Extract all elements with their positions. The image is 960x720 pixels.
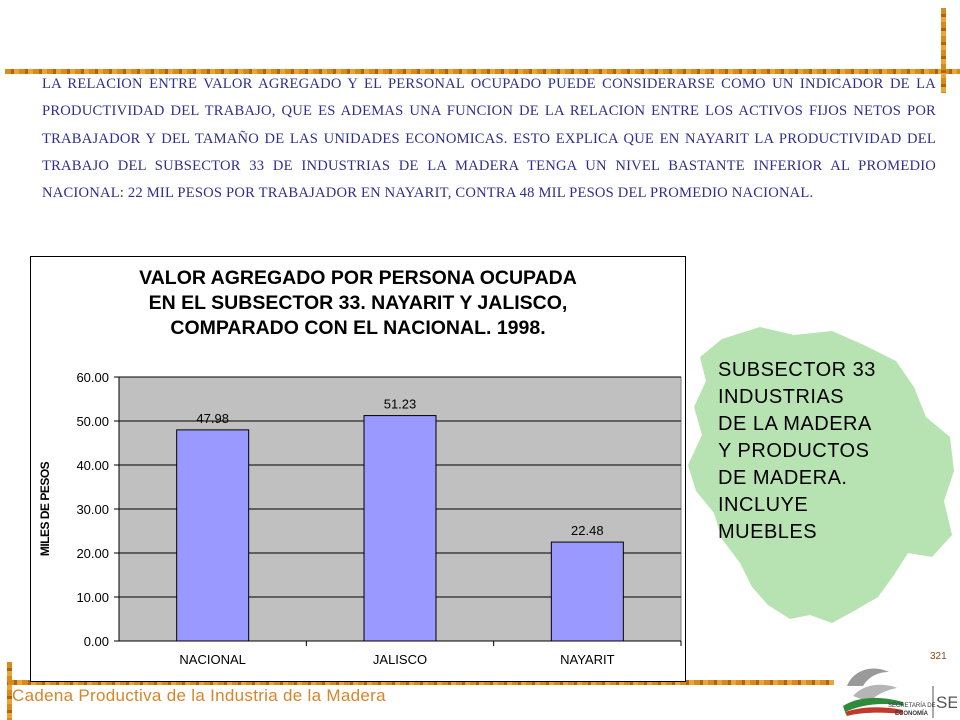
subsector-note-line: DE LA MADERA xyxy=(718,413,872,435)
chart-title-line: VALOR AGREGADO POR PERSONA OCUPADA xyxy=(139,267,577,289)
y-tick-label: 30.00 xyxy=(76,502,109,517)
logo-caption-line-2: ECONOMÍA xyxy=(895,709,929,717)
y-tick-label: 10.00 xyxy=(76,590,109,605)
y-tick-label: 50.00 xyxy=(76,414,109,429)
secretaria-economia-logo: SECRETARÍA DE ECONOMÍA SE xyxy=(843,668,957,718)
subsector-note-line: INCLUYE xyxy=(718,494,809,516)
chart-title-line: COMPARADO CON EL NACIONAL. 1998. xyxy=(170,317,546,339)
logo-caption-line-1: SECRETARÍA DE xyxy=(888,702,936,709)
bar xyxy=(363,415,437,642)
eagle-emblem-icon xyxy=(843,668,903,716)
footer-title: Cadena Productiva de la Industria de la … xyxy=(12,686,386,705)
y-axis-label: MILES DE PESOS xyxy=(38,461,52,556)
page-number: 321 xyxy=(930,651,947,662)
subsector-note: SUBSECTOR 33 INDUSTRIAS DE LA MADERA Y P… xyxy=(718,357,876,546)
bar-value-label: 47.98 xyxy=(196,411,229,426)
intro-paragraph: LA RELACION ENTRE VALOR AGREGADO Y EL PE… xyxy=(42,76,936,202)
bar-value-label: 22.48 xyxy=(571,523,604,538)
subsector-note-line: Y PRODUCTOS xyxy=(718,440,870,462)
subsector-note-line: MUEBLES xyxy=(718,521,818,543)
bar-value-label: 51.23 xyxy=(384,397,417,412)
subsector-note-line: DE MADERA. xyxy=(718,467,848,489)
bar-chart: VALOR AGREGADO POR PERSONA OCUPADA EN EL… xyxy=(30,256,686,682)
y-tick-label: 40.00 xyxy=(76,458,109,473)
top-divider-bar xyxy=(5,69,960,74)
x-category-label: NAYARIT xyxy=(560,652,614,667)
bar xyxy=(550,541,624,642)
chart-plot: 0.00 10.00 20.00 30.00 40.00 50.00 60.00 47.98 N… xyxy=(38,370,682,667)
subsector-note-line: INDUSTRIAS xyxy=(718,386,845,408)
y-tick-label: 20.00 xyxy=(76,546,109,561)
y-tick-label: 0.00 xyxy=(84,634,109,649)
bottom-divider-bar xyxy=(8,680,834,685)
nayarit-map-icon xyxy=(688,327,954,623)
map-shape xyxy=(688,327,954,623)
bar xyxy=(176,429,250,642)
chart-title: VALOR AGREGADO POR PERSONA OCUPADA EN EL… xyxy=(31,266,685,341)
chart-title-line: EN EL SUBSECTOR 33. NAYARIT Y JALISCO, xyxy=(148,292,568,314)
x-category-label: NACIONAL xyxy=(179,652,245,667)
subsector-note-line: SUBSECTOR 33 xyxy=(718,359,876,381)
top-right-vertical-bar xyxy=(941,8,946,93)
x-category-label: JALISCO xyxy=(373,652,427,667)
logo-mark: SE xyxy=(936,693,957,712)
y-tick-label: 60.00 xyxy=(76,370,109,385)
bottom-left-vertical-bar xyxy=(7,662,12,720)
